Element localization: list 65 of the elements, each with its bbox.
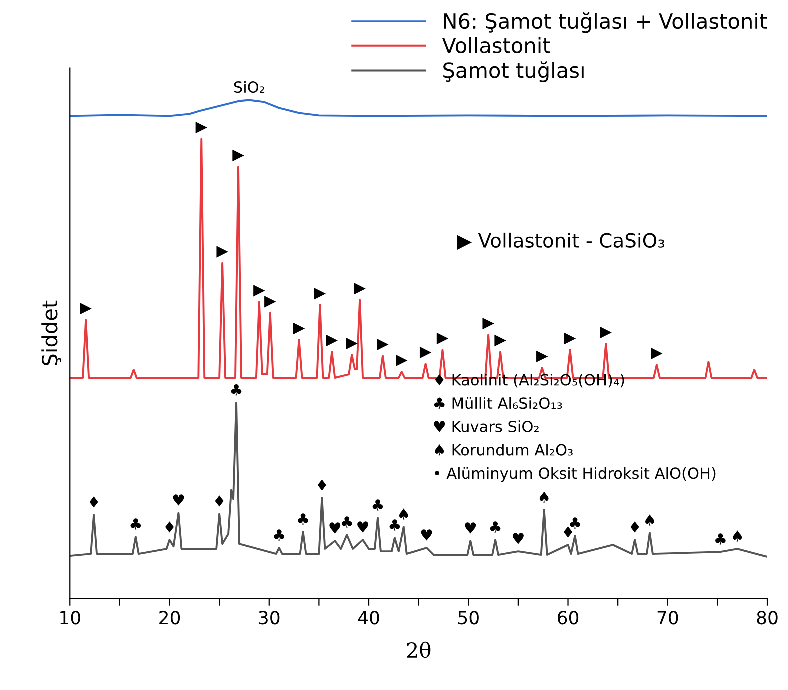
annotation: ♥ <box>330 522 341 534</box>
annotation: ♣ <box>342 516 352 528</box>
annotation: ▶ <box>264 296 276 308</box>
annotation: ♣ <box>231 384 242 396</box>
annotation: ▶ <box>314 288 326 300</box>
annotation: ▶ <box>436 332 449 345</box>
annotation: ♣ <box>298 514 308 525</box>
annotation: ♥ <box>358 522 369 533</box>
legend-label: Vollastonit <box>442 37 550 54</box>
annotation: ▶ <box>354 283 366 295</box>
annotation: ▶ <box>396 354 408 367</box>
annotation: ▶ <box>600 326 612 339</box>
annotation: ♦ <box>630 522 640 533</box>
annotation: ♥ <box>421 530 432 541</box>
x-tick-label: 20 <box>160 611 180 625</box>
annotation: ♦ <box>215 496 224 507</box>
annotation: ▶ <box>216 246 228 258</box>
annotation: ▶ <box>293 322 306 335</box>
annotation: ▶ <box>377 338 389 351</box>
x-tick-label: 70 <box>658 611 678 625</box>
annotation: ▶ <box>494 334 506 347</box>
legend-label: N6: Şamot tuğlası + Vollastonit <box>444 12 768 34</box>
annotation: ▶ <box>196 122 208 134</box>
legend-label: Şamot tuğlası <box>444 62 584 82</box>
annotation: ♥ Kuvars SiO₂ <box>434 420 539 432</box>
annotation: ▶ <box>564 332 576 345</box>
annotation: SiO₂ <box>234 81 265 94</box>
annotation: ♣ <box>490 522 501 533</box>
x-tick-label: 80 <box>757 611 778 625</box>
annotation: ♣ <box>372 500 384 511</box>
annotation: ♣ <box>390 520 400 531</box>
annotation: ♥ <box>512 533 524 544</box>
annotation: ▶ <box>536 350 548 363</box>
x-axis-title: 2θ <box>407 642 431 658</box>
annotation: ▶ <box>232 150 244 162</box>
annotation: ▶ <box>326 334 338 347</box>
annotation: ♦ <box>564 526 573 538</box>
y-axis-title: Şiddet <box>42 300 62 366</box>
x-tick-label: 50 <box>458 611 479 625</box>
annotation: ♠ Korundum Al₂O₃ <box>435 444 573 456</box>
x-tick-label: 60 <box>558 611 579 625</box>
annotation: ♦ <box>318 480 326 491</box>
annotation: ♠ <box>540 492 549 503</box>
annotation: ♣ <box>570 518 580 529</box>
annotation: ♣ <box>716 534 726 545</box>
annotation: ♣ Müllit Al₆Si₂O₁₃ <box>434 397 562 410</box>
annotation: ♠ <box>399 508 408 520</box>
x-tick-label: 30 <box>259 611 280 625</box>
x-tick-label: 10 <box>60 611 80 625</box>
annotation: • Alüminyum Oksit Hidroksit AlO(OH) <box>435 467 716 482</box>
annotation: ♣ <box>274 530 284 541</box>
annotation: ▶ <box>420 346 432 359</box>
annotation: ♠ <box>646 514 654 526</box>
annotation: ▶ <box>254 285 266 297</box>
annotation: ♥ <box>465 522 476 534</box>
annotation: ♦ <box>90 496 98 508</box>
annotation: ▶ Vollastonit - CaSiO₃ <box>457 232 664 250</box>
annotation: ▶ <box>482 318 494 330</box>
annotation: ♣ <box>130 518 142 530</box>
annotation: ▶ <box>651 348 663 360</box>
annotation: ♥ <box>173 494 184 506</box>
x-tick-label: 40 <box>358 611 380 625</box>
annotation: ♠ <box>733 530 742 542</box>
annotation: ▶ <box>80 302 92 315</box>
annotation: ♦ <box>165 522 174 533</box>
